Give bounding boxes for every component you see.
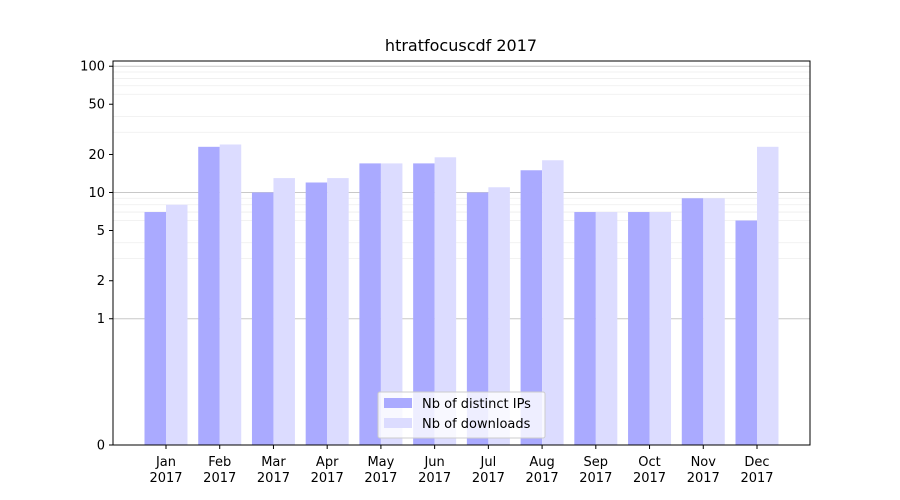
y-tick-label: 50 xyxy=(88,98,105,113)
bar-distinct-ips xyxy=(359,163,381,445)
bar-distinct-ips xyxy=(628,212,650,445)
x-tick-label-year: 2017 xyxy=(311,471,344,486)
legend-swatch xyxy=(384,398,412,408)
y-tick-label: 5 xyxy=(97,224,105,239)
x-tick-label-month: Nov xyxy=(691,455,717,470)
x-tick-label-month: Apr xyxy=(316,455,339,470)
y-tick-label: 20 xyxy=(88,148,105,163)
bar-distinct-ips xyxy=(413,163,435,445)
y-tick-label: 100 xyxy=(80,60,105,75)
x-tick-label-year: 2017 xyxy=(257,471,290,486)
legend: Nb of distinct IPs Nb of downloads xyxy=(377,391,546,439)
bar-distinct-ips xyxy=(574,212,596,445)
bar-downloads xyxy=(488,187,510,446)
chart-title: htratfocuscdf 2017 xyxy=(385,36,537,55)
bar-downloads xyxy=(219,144,242,445)
bar-distinct-ips xyxy=(466,192,489,445)
x-tick-label-month: Jan xyxy=(155,455,176,470)
bar-downloads xyxy=(757,146,779,445)
bar-distinct-ips xyxy=(520,170,543,445)
x-tick-label-month: Jun xyxy=(423,455,444,470)
x-tick-label-year: 2017 xyxy=(418,471,451,486)
bar-downloads xyxy=(273,178,295,446)
legend-box xyxy=(377,391,546,439)
x-tick-label-year: 2017 xyxy=(364,471,397,486)
x-tick-label-year: 2017 xyxy=(633,471,666,486)
bar-downloads xyxy=(703,198,725,445)
x-tick-label-year: 2017 xyxy=(687,471,720,486)
bar-distinct-ips xyxy=(681,198,704,445)
x-tick-label-month: Sep xyxy=(584,455,609,470)
legend-label: Nb of distinct IPs xyxy=(422,397,531,412)
bar-distinct-ips xyxy=(251,192,274,445)
axes: 0125102050100Jan2017Feb2017Mar2017Apr201… xyxy=(80,60,811,486)
y-tick-label: 10 xyxy=(88,186,105,201)
x-tick-label-month: Aug xyxy=(529,455,554,470)
bars xyxy=(144,144,779,446)
bar-downloads xyxy=(380,163,403,445)
y-tick-label: 1 xyxy=(97,312,105,327)
bar-downloads xyxy=(649,212,672,445)
bar-distinct-ips xyxy=(305,182,328,445)
bar-downloads xyxy=(166,204,188,445)
legend-swatch xyxy=(384,418,412,428)
x-tick-label-year: 2017 xyxy=(579,471,612,486)
x-tick-label-year: 2017 xyxy=(526,471,559,486)
x-tick-label-month: May xyxy=(367,455,394,470)
bar-downloads xyxy=(595,212,618,445)
y-tick-label: 2 xyxy=(97,274,105,289)
x-tick-label-month: Mar xyxy=(261,455,286,470)
plot-frame xyxy=(112,60,811,446)
x-tick-label-year: 2017 xyxy=(149,471,182,486)
bar-downloads xyxy=(542,160,564,446)
x-tick-label-month: Dec xyxy=(744,455,769,470)
bar-downloads xyxy=(434,157,457,445)
bar-distinct-ips xyxy=(735,220,757,445)
y-tick-label: 0 xyxy=(97,439,105,454)
x-tick-label-month: Jul xyxy=(480,455,497,470)
bar-distinct-ips xyxy=(198,146,220,445)
x-tick-label-month: Feb xyxy=(208,455,231,470)
x-tick-label-month: Oct xyxy=(638,455,660,470)
x-tick-label-year: 2017 xyxy=(740,471,773,486)
bar-distinct-ips xyxy=(144,212,166,445)
x-tick-label-year: 2017 xyxy=(203,471,236,486)
bar-downloads xyxy=(327,178,349,446)
legend-label: Nb of downloads xyxy=(422,417,531,432)
x-tick-label-year: 2017 xyxy=(472,471,505,486)
